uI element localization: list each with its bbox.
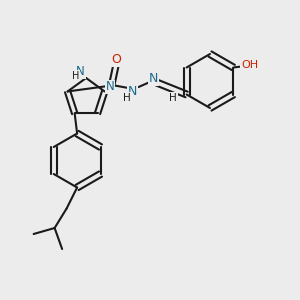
Text: OH: OH: [241, 59, 258, 70]
Text: N: N: [128, 85, 137, 98]
Text: O: O: [111, 52, 121, 66]
Text: N: N: [76, 65, 85, 78]
Text: H: H: [169, 92, 177, 103]
Text: N: N: [149, 72, 158, 86]
Text: H: H: [72, 70, 79, 81]
Text: N: N: [106, 80, 114, 94]
Text: H: H: [123, 92, 130, 103]
